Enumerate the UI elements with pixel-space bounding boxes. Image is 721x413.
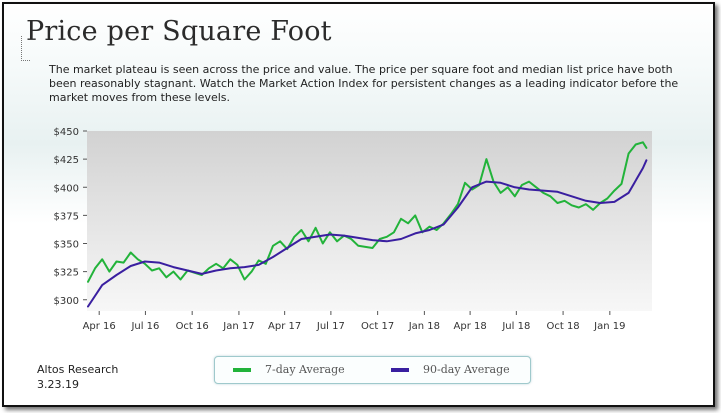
y-tick-label: $325 [54, 268, 79, 279]
y-tick-label: $400 [54, 183, 79, 194]
title-bracket-decoration [21, 36, 30, 61]
source-attribution: Altos Research 3.23.19 [37, 362, 118, 392]
series-line-90day [87, 159, 648, 308]
chart-legend: 7-day Average 90-day Average [214, 356, 531, 384]
source-name: Altos Research [37, 363, 119, 376]
x-tick-label: Oct 16 [176, 321, 209, 332]
x-tick-label: Jul 18 [501, 321, 530, 332]
legend-item-90day: 90-day Average [391, 363, 510, 376]
x-tick-label: Oct 18 [546, 321, 579, 332]
legend-label-7day: 7-day Average [265, 363, 345, 376]
y-tick-label: $375 [54, 211, 79, 222]
y-tick-label: $450 [54, 127, 79, 138]
x-tick-label: Apr 16 [83, 321, 116, 332]
source-date: 3.23.19 [37, 378, 79, 391]
x-tick-label: Apr 17 [268, 321, 301, 332]
price-per-square-foot-chart: $300 $325 $350 $375 $400 $425 $450 Apr 16 Jul 16… [54, 127, 652, 332]
y-tick-label: $300 [54, 296, 79, 307]
x-tick-label: Apr 18 [454, 321, 487, 332]
page-title: Price per Square Foot [26, 16, 332, 47]
x-tick-label: Jan 19 [593, 321, 625, 332]
legend-swatch-7day [233, 367, 251, 372]
x-tick-label: Jan 17 [222, 321, 254, 332]
x-tick-label: Jul 17 [316, 321, 345, 332]
x-tick-label: Jan 18 [408, 321, 440, 332]
y-tick-label: $425 [54, 155, 79, 166]
legend-label-90day: 90-day Average [423, 363, 510, 376]
x-tick-label: Oct 17 [361, 321, 394, 332]
chart-panel: Price per Square Foot The market plateau… [2, 2, 715, 407]
legend-item-7day: 7-day Average [233, 363, 345, 376]
legend-swatch-90day [391, 367, 409, 372]
x-tick-label: Jul 16 [130, 321, 159, 332]
plot-area [87, 131, 652, 311]
chart-description: The market plateau is seen across the pr… [49, 63, 679, 104]
y-tick-label: $350 [54, 240, 79, 251]
series-line-7day [87, 141, 648, 283]
